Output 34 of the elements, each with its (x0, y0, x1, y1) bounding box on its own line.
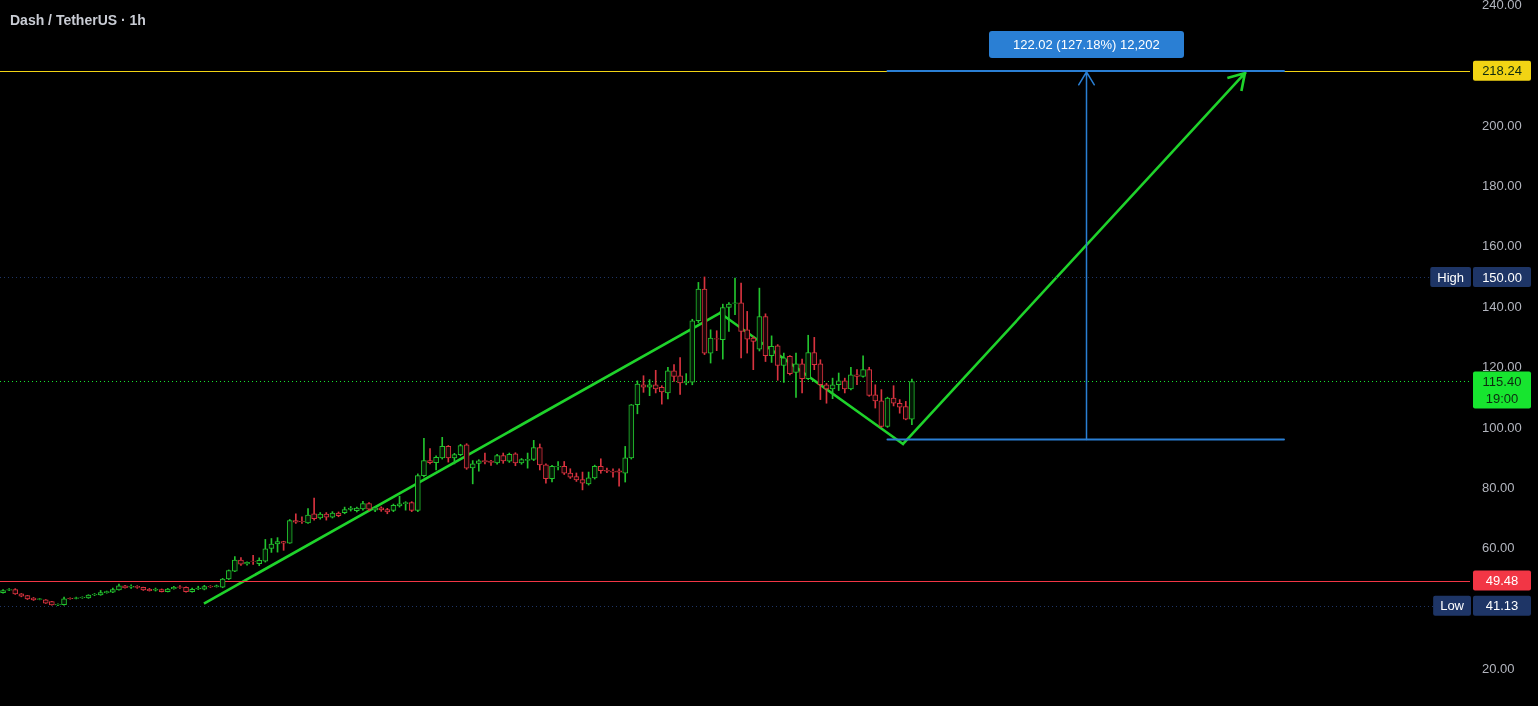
text: Low 41.13 (1440, 598, 1519, 614)
y-tick-label: 60.00 (1482, 540, 1515, 556)
text: 19:00 (1485, 391, 1519, 407)
ref-line-label: 49.48 (1485, 573, 1519, 589)
y-tick-label: 100.00 (1482, 419, 1522, 435)
candlestick (683, 373, 690, 386)
candlestick (793, 352, 799, 398)
y-tick-label: 160.00 (1482, 238, 1522, 254)
candlestick (293, 513, 299, 524)
candlestick (726, 302, 732, 332)
candlestick (616, 468, 622, 487)
y-tick-label: 240.00 (1482, 0, 1522, 12)
y-tick-label: 80.00 (1482, 479, 1515, 495)
y-tick-label: 180.00 (1482, 177, 1522, 193)
candlestick (555, 461, 561, 471)
candlestick (299, 516, 305, 524)
candlestick (677, 357, 683, 395)
candlestick (854, 369, 860, 386)
y-tick-label: 200.00 (1482, 117, 1522, 133)
ref-line-label: 115.40 (1482, 374, 1522, 390)
candlestick (482, 452, 488, 465)
y-tick-label: 120.00 (1482, 359, 1522, 375)
candlestick (610, 468, 616, 478)
ref-line-label: 218.24 (1482, 63, 1522, 79)
y-tick-label: 140.00 (1482, 298, 1522, 314)
candlestick (55, 603, 61, 607)
candlestick (475, 459, 482, 472)
candlestick (67, 597, 73, 600)
candlestick (128, 584, 134, 589)
annotation: 122.02 (127.18%) 12,202 (1013, 35, 1160, 54)
text: Dash / TetherUS · 1h (10, 12, 146, 28)
y-tick-label: 20.00 (1482, 661, 1515, 677)
candlestick (427, 448, 433, 465)
text: High 150.00 (1437, 269, 1522, 285)
